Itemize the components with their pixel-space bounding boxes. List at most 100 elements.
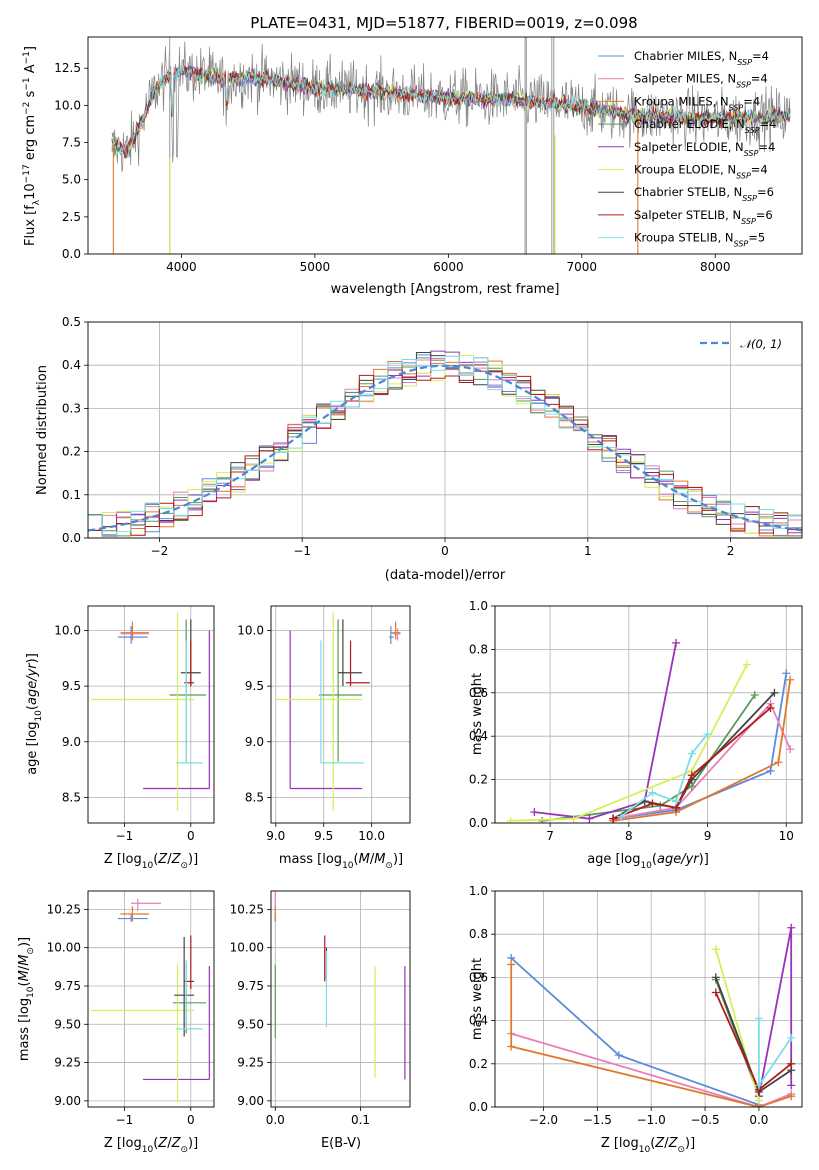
errorbars (274, 891, 406, 1080)
legend-label-gaussian: 𝒩(0, 1) (740, 337, 782, 351)
y-tick-label: 0.6 (469, 970, 488, 984)
weight-line (510, 964, 792, 1107)
weight-line (612, 673, 788, 820)
y-tick-label: 9.5 (62, 679, 81, 693)
axes-frame (494, 890, 803, 1108)
spectrum-panel: 4000 5000 6000 7000 8000 0.0 2.5 5.0 7.5 10.0 12.5… (22, 36, 803, 297)
errorbar-kroupa-miles (120, 621, 150, 640)
weight-line (612, 707, 772, 820)
weight-marker (787, 1033, 796, 1042)
x-tick-label: −1 (116, 829, 134, 843)
legend-label-kroupa-stelib: Kroupa STELIB, NSSP=5 (634, 231, 765, 249)
spectrum-edge (112, 112, 639, 254)
y-tick-label: 8.5 (62, 790, 81, 804)
weight-marker (609, 814, 618, 823)
errorbar-kroupa-elodie (275, 612, 363, 811)
weight-marker (786, 675, 795, 684)
y-tick-label: 2.5 (62, 210, 81, 224)
weight-marker (672, 638, 681, 647)
errorbar-kroupa-elodie (91, 612, 195, 811)
weight-line (534, 642, 677, 820)
legend-label-chabrier-miles: Chabrier MILES, NSSP=4 (634, 49, 769, 67)
hist-kroupa-stelib (88, 355, 802, 536)
weight-marker (782, 669, 791, 678)
errorbar-salpeter-elodie (143, 630, 210, 790)
x-axis-label: mass [log10(M/M⊙)] (279, 852, 403, 871)
axes-frame (87, 605, 215, 824)
y-tick-label: 9.25 (237, 1056, 264, 1070)
y-tick-label: 10.0 (54, 98, 81, 112)
errorbars (275, 612, 401, 811)
y-tick-label: 0.0 (469, 816, 488, 830)
x-axis-label: wavelength [Angstrom, rest frame] (331, 282, 560, 297)
figure-title: PLATE=0431, MJD=51877, FIBERID=0019, z=0… (250, 14, 637, 32)
x-tick-label: 9 (704, 829, 712, 843)
age_vs_mass-panel: 9.0 9.5 10.0 8.5 9.0 9.5 10.0 mass [log10(M/M⊙)… (237, 605, 411, 871)
y-tick-label: 1.0 (469, 599, 488, 613)
legend-label-kroupa-miles: Kroupa MILES, NSSP=4 (634, 94, 760, 112)
weight-marker (569, 814, 578, 823)
weight-marker (770, 688, 779, 697)
spectrum-lines (111, 37, 791, 254)
x-tick-label: 6000 (433, 260, 464, 274)
legend-label-kroupa-elodie: Kroupa ELODIE, NSSP=4 (634, 163, 768, 181)
y-tick-label: 10.0 (54, 623, 81, 637)
weight-line (542, 694, 756, 822)
weight-marker (750, 690, 759, 699)
x-tick-label: 8 (625, 829, 633, 843)
weight-line (612, 701, 792, 820)
legend-label-salpeter-stelib: Salpeter STELIB, NSSP=6 (634, 208, 773, 226)
x-tick-label: −2.0 (529, 1113, 558, 1127)
y-tick-label: 0.2 (469, 773, 488, 787)
y-tick-label: 8.5 (245, 790, 264, 804)
weight-marker (506, 816, 515, 823)
y-tick-label: 10.00 (230, 941, 264, 955)
y-tick-label: 10.0 (237, 623, 264, 637)
x-tick-label: 0.0 (266, 1113, 285, 1127)
x-tick-label: 9.0 (266, 829, 285, 843)
series-salpeter-elodie (754, 923, 796, 1101)
residuals-legend: 𝒩(0, 1) (700, 337, 782, 351)
y-tick-label: 0.0 (62, 247, 81, 261)
x-tick-label: 0 (187, 829, 195, 843)
x-tick-label: 7000 (567, 260, 598, 274)
residuals-panel: −2 −1 0 1 2 0.0 0.1 0.2 0.3 0.4 0.5 (data-model)/er… (35, 315, 803, 583)
weight-marker (754, 1096, 763, 1105)
errorbar-kroupa-stelib (176, 959, 203, 1030)
weight-marker (687, 771, 696, 780)
weight-line (612, 679, 792, 822)
mass_vs_EBV-panel: 0.0 0.1 9.00 9.25 9.50 9.75 10.00 10.25 E(B-V) (230, 890, 411, 1151)
y-tick-label: 9.50 (237, 1017, 264, 1031)
y-tick-label: 10.25 (47, 902, 81, 916)
weight-marker (530, 808, 539, 817)
y-tick-label: 9.0 (245, 735, 264, 749)
histograms (88, 350, 802, 537)
y-tick-label: 5.0 (62, 173, 81, 187)
errorbar-salpeter-elodie (289, 630, 363, 790)
weight-marker (766, 703, 775, 712)
y-tick-label: 0.0 (469, 1100, 488, 1114)
y-axis-label: Flux [fλ10−17 erg cm−2 s−1 A−1] (22, 46, 42, 246)
errorbars (91, 898, 210, 1103)
weight_vs_Z-panel: −2.0 −1.5 −1.0 −0.5 0.0 0.0 0.2 0.4 0.6 0.8 1.0 Z [… (469, 884, 803, 1155)
x-tick-label: 5000 (300, 260, 331, 274)
axes-frame (494, 605, 803, 824)
axes-frame (87, 321, 803, 539)
errorbars (91, 612, 210, 811)
age_vs_Z-panel: −1 0 8.5 9.0 9.5 10.0 Z [log10(Z/Z⊙)] age [log1… (25, 605, 215, 871)
weight-line (612, 692, 776, 820)
y-tick-label: 9.0 (62, 735, 81, 749)
x-tick-label: −0.5 (690, 1113, 719, 1127)
weight-lines (507, 923, 796, 1107)
weight-marker (787, 1059, 796, 1068)
x-tick-label: 8000 (700, 260, 731, 274)
model-kroupa-stelib (111, 65, 791, 158)
legend-label-salpeter-elodie: Salpeter ELODIE, NSSP=4 (634, 140, 775, 158)
y-tick-label: 0.8 (469, 642, 488, 656)
x-axis-label: Z [log10(Z/Z⊙)] (104, 1136, 198, 1155)
x-tick-label: −1.0 (637, 1113, 666, 1127)
legend-label-salpeter-miles: Salpeter MILES, NSSP=4 (634, 72, 768, 90)
x-axis-label: E(B-V) (321, 1136, 361, 1151)
legend-label-chabrier-stelib: Chabrier STELIB, NSSP=6 (634, 185, 774, 203)
axes-frame (270, 890, 411, 1108)
